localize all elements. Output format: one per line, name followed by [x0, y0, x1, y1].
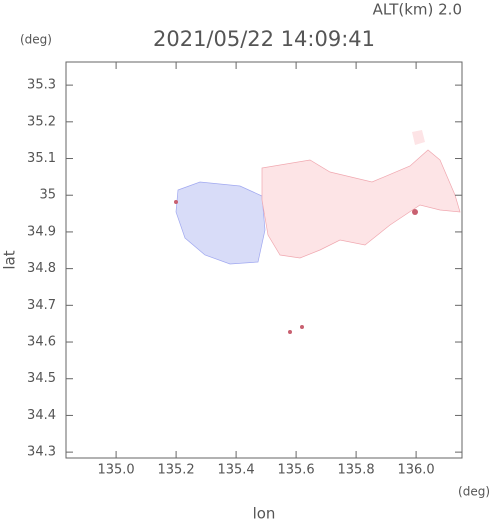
x-tick-label: 135.0 — [97, 463, 134, 478]
y-tick-label: 35.1 — [27, 151, 56, 166]
y-tick-label: 34.9 — [27, 224, 56, 239]
cell — [288, 330, 292, 334]
y-tick-label: 34.5 — [27, 371, 56, 386]
x-tick-label: 135.2 — [157, 463, 194, 478]
y-tick-label: 34.7 — [27, 298, 56, 313]
field — [174, 130, 461, 334]
y-tick-label: 35.2 — [27, 114, 56, 129]
x-unit: (deg) — [458, 485, 490, 499]
cell — [412, 209, 418, 215]
x-tick-label: 136.0 — [397, 463, 434, 478]
positive-region — [412, 130, 425, 145]
chart-title: 2021/05/22 14:09:41 — [153, 27, 375, 51]
y-unit: (deg) — [20, 33, 52, 47]
cell — [174, 200, 178, 204]
x-tick-label: 135.6 — [277, 463, 314, 478]
positive-region — [261, 149, 461, 259]
y-tick-label: 34.8 — [27, 261, 56, 276]
y-axis-label: lat — [1, 250, 19, 269]
x-axis-label: lon — [253, 505, 276, 522]
annotation: ALT(km) 2.0 — [373, 1, 462, 19]
y-tick-label: 34.6 — [27, 335, 56, 350]
y-tick-label: 34.3 — [27, 445, 56, 460]
y-tick-label: 34.4 — [27, 408, 56, 423]
cell — [300, 325, 304, 329]
x-tick-label: 135.8 — [337, 463, 374, 478]
y-tick-label: 35.3 — [27, 78, 56, 93]
x-tick-label: 135.4 — [217, 463, 254, 478]
y-tick-label: 35 — [39, 188, 56, 203]
plot-frame — [65, 61, 463, 459]
negative-region — [175, 181, 266, 265]
